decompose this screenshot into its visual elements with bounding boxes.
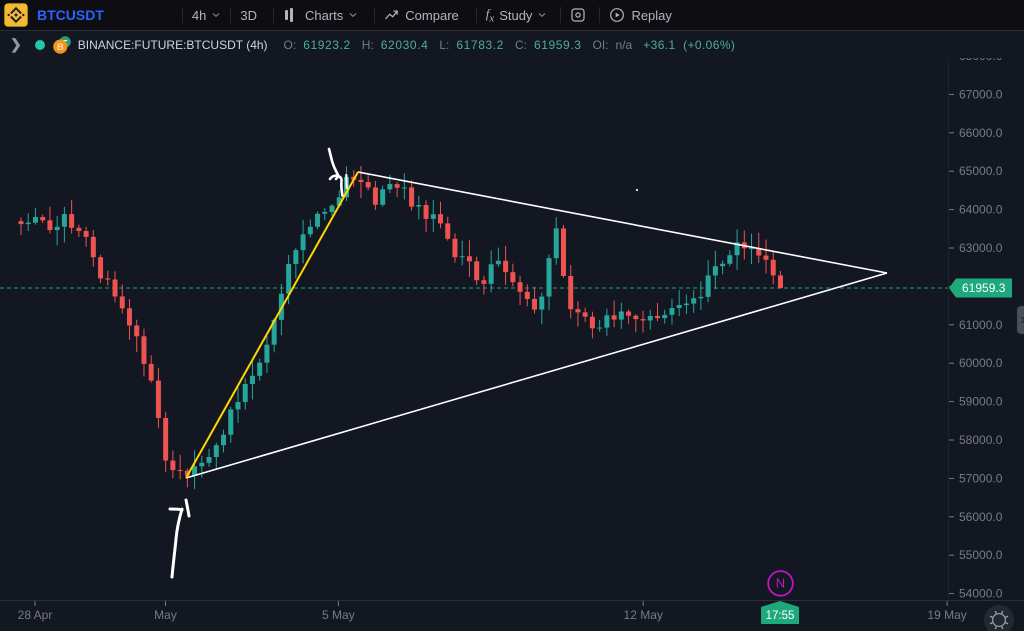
svg-text:58000.0: 58000.0 bbox=[959, 433, 1003, 447]
svg-text:63000.0: 63000.0 bbox=[959, 241, 1003, 255]
svg-text:N: N bbox=[776, 576, 785, 591]
svg-text:57000.0: 57000.0 bbox=[959, 471, 1003, 485]
svg-text:19 May: 19 May bbox=[927, 608, 966, 622]
svg-text:59000.0: 59000.0 bbox=[959, 395, 1003, 409]
svg-text:5 May: 5 May bbox=[322, 608, 355, 622]
svg-text:55000.0: 55000.0 bbox=[959, 548, 1003, 562]
svg-text:56000.0: 56000.0 bbox=[959, 510, 1003, 524]
svg-text:54000.0: 54000.0 bbox=[959, 587, 1003, 601]
svg-text:67000.0: 67000.0 bbox=[959, 87, 1003, 101]
svg-text:60000.0: 60000.0 bbox=[959, 356, 1003, 370]
svg-text:61000.0: 61000.0 bbox=[959, 318, 1003, 332]
svg-text:17:55: 17:55 bbox=[766, 610, 795, 622]
svg-text:66000.0: 66000.0 bbox=[959, 126, 1003, 140]
svg-text:28 Apr: 28 Apr bbox=[18, 608, 53, 622]
svg-text:61959.3: 61959.3 bbox=[962, 281, 1006, 295]
svg-text:64000.0: 64000.0 bbox=[959, 203, 1003, 217]
svg-text:✕: ✕ bbox=[1020, 315, 1024, 327]
svg-text:12 May: 12 May bbox=[624, 608, 663, 622]
svg-text:B: B bbox=[57, 42, 64, 52]
svg-text:65000.0: 65000.0 bbox=[959, 164, 1003, 178]
svg-text:68000.0: 68000.0 bbox=[959, 58, 1003, 63]
svg-text:May: May bbox=[154, 608, 177, 622]
